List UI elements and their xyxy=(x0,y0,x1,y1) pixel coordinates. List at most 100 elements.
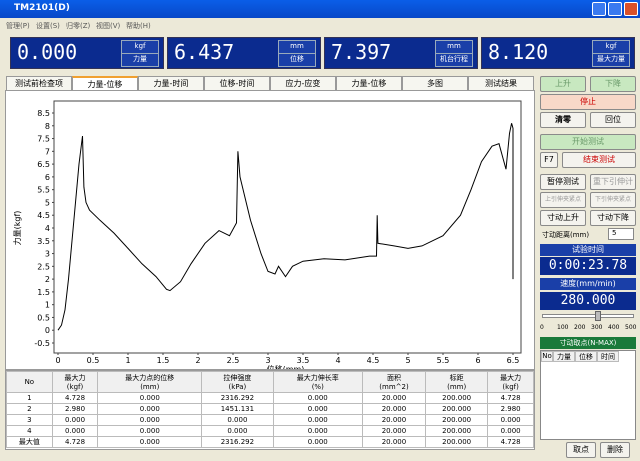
table-cell: 4.728 xyxy=(51,436,99,448)
table-cell: 0.000 xyxy=(51,425,99,437)
delete-button[interactable]: 删除 xyxy=(600,442,630,458)
table-cell: 20.000 xyxy=(361,425,427,437)
table-cell: 20.000 xyxy=(361,436,427,448)
display-unit: kgf xyxy=(592,40,630,54)
x-axis-label: 位移(mm) xyxy=(267,364,305,370)
table-cell: 0.000 xyxy=(272,436,363,448)
table-cell: 4.728 xyxy=(51,392,99,404)
y-tick-label: 5 xyxy=(45,198,50,207)
jog-up-button[interactable]: 寸动上升 xyxy=(540,210,586,226)
close[interactable] xyxy=(624,2,638,16)
table-cell: 4 xyxy=(6,425,53,437)
table-cell: 0.000 xyxy=(272,403,363,415)
y-tick-label: 6 xyxy=(45,173,50,182)
column-unit: (mm) xyxy=(447,383,467,391)
menu-item[interactable]: 帮助(H) xyxy=(126,22,151,30)
column-header: No xyxy=(6,371,53,393)
display-unit: kgf xyxy=(121,40,159,54)
table-cell: 20.000 xyxy=(361,392,427,404)
extensometer-button[interactable]: 重下引伸计 xyxy=(590,174,636,190)
jog-down-button[interactable]: 寸动下降 xyxy=(590,210,636,226)
upper-clamp-button[interactable]: 上引伸夹紧点 xyxy=(540,192,586,208)
table-cell: 200.000 xyxy=(425,414,489,426)
table-cell: 最大值 xyxy=(6,436,53,448)
x-tick-label: 6.5 xyxy=(507,356,520,365)
column-name: 拉伸强度 xyxy=(223,374,252,382)
end-button[interactable]: 结束测试 xyxy=(562,152,636,168)
column-header: 最大力伸长率 (%) xyxy=(272,371,363,393)
x-tick-label: 1.5 xyxy=(157,356,170,365)
y-tick-label: 4 xyxy=(45,224,50,233)
points-column-header: 位移 xyxy=(575,351,597,362)
menu-item[interactable]: 管理(P) xyxy=(6,22,30,30)
table-cell: 0.000 xyxy=(201,414,274,426)
pause-button[interactable]: 暂停测试 xyxy=(540,174,586,190)
table-cell: 1451.131 xyxy=(201,403,274,415)
lower-clamp-button[interactable]: 下引伸夹紧点 xyxy=(590,192,636,208)
take-point-button[interactable]: 取点 xyxy=(566,442,596,458)
x-tick-label: 5 xyxy=(405,356,410,365)
scale-label: 400 xyxy=(608,324,620,331)
table-cell: 0.000 xyxy=(97,392,203,404)
column-name: 最大力伸长率 xyxy=(296,374,339,382)
display-label: 最大力量 xyxy=(592,53,630,67)
scale-label: 500 xyxy=(625,324,637,331)
points-label: 寸动取点(N-MAX) xyxy=(540,337,636,349)
speed-scale: 0 100 200 300 400 500 xyxy=(540,324,636,334)
minimize[interactable] xyxy=(592,2,606,16)
maximize[interactable] xyxy=(608,2,622,16)
x-tick-label: 4 xyxy=(335,356,340,365)
start-button[interactable]: 开始测试 xyxy=(540,134,636,150)
results-table-panel: No 最大力 (kgf) 最大力点的位移 (mm) 拉伸强度 (kPa) 最大力伸长率 (%) 面… xyxy=(5,370,535,450)
points-column-header: 时间 xyxy=(597,351,619,362)
table-row: 最大值 4.728 0.000 2316.292 0.000 20.000 200.000 4… xyxy=(6,436,534,448)
menu-bar: 管理(P) 设置(S) 归零(Z) 视图(V) 帮助(H) xyxy=(0,18,640,34)
x-tick-label: 1 xyxy=(125,356,130,365)
speed-slider[interactable] xyxy=(542,311,634,321)
x-tick-label: 5.5 xyxy=(437,356,450,365)
y-tick-label: 1 xyxy=(45,301,50,310)
y-tick-label: 1.5 xyxy=(37,288,50,297)
table-row: 1 4.728 0.000 2316.292 0.000 20.000 200.000 4.7… xyxy=(6,392,534,404)
column-unit: (mm) xyxy=(140,383,160,391)
display-value: 0.000 xyxy=(17,40,78,64)
column-header: 拉伸强度 (kPa) xyxy=(201,371,274,393)
scale-label: 200 xyxy=(574,324,586,331)
column-name: No xyxy=(24,378,35,386)
table-cell: 2.980 xyxy=(51,403,99,415)
data-line xyxy=(57,123,514,331)
scale-label: 0 xyxy=(540,324,544,331)
table-cell: 0.000 xyxy=(97,425,203,437)
jog-distance-input[interactable]: 5 xyxy=(608,228,634,240)
display-panel: 8.120 kgf 最大力量 xyxy=(481,37,635,69)
results-table: No 最大力 (kgf) 最大力点的位移 (mm) 拉伸强度 (kPa) 最大力伸长率 (%) 面… xyxy=(6,371,534,448)
table-cell: 0.000 xyxy=(487,414,534,426)
column-name: 最大力点的位移 xyxy=(125,374,175,382)
table-cell: 4.728 xyxy=(487,436,534,448)
stop-button[interactable]: 停止 xyxy=(540,94,636,110)
column-unit: (kPa) xyxy=(228,383,247,391)
y-tick-label: 8 xyxy=(45,122,50,131)
down-button[interactable]: 下降 xyxy=(590,76,636,92)
f7-key[interactable]: F7 xyxy=(540,152,558,168)
up-button[interactable]: 上升 xyxy=(540,76,586,92)
home-button[interactable]: 回位 xyxy=(590,112,636,128)
display-label: 机台行程 xyxy=(435,53,473,67)
menu-item[interactable]: 归零(Z) xyxy=(66,22,91,30)
column-header: 最大力 (kgf) xyxy=(487,371,534,393)
y-tick-label: 0 xyxy=(45,326,50,335)
zero-button[interactable]: 清零 xyxy=(540,112,586,128)
speed-display: 280.000 xyxy=(540,292,636,310)
menu-item[interactable]: 视图(V) xyxy=(96,22,121,30)
table-cell: 3 xyxy=(6,414,53,426)
x-tick-label: 3 xyxy=(265,356,270,365)
display-value: 7.397 xyxy=(331,40,392,64)
table-row: 4 0.000 0.000 0.000 0.000 20.000 200.000 0.000 xyxy=(6,425,534,437)
table-cell: 0.000 xyxy=(272,414,363,426)
column-name: 最大力 xyxy=(64,374,86,382)
jog-distance-label: 寸动距离(mm) xyxy=(542,231,590,239)
menu-item[interactable]: 设置(S) xyxy=(36,22,60,30)
table-cell: 200.000 xyxy=(425,392,489,404)
x-tick-label: 0 xyxy=(55,356,60,365)
